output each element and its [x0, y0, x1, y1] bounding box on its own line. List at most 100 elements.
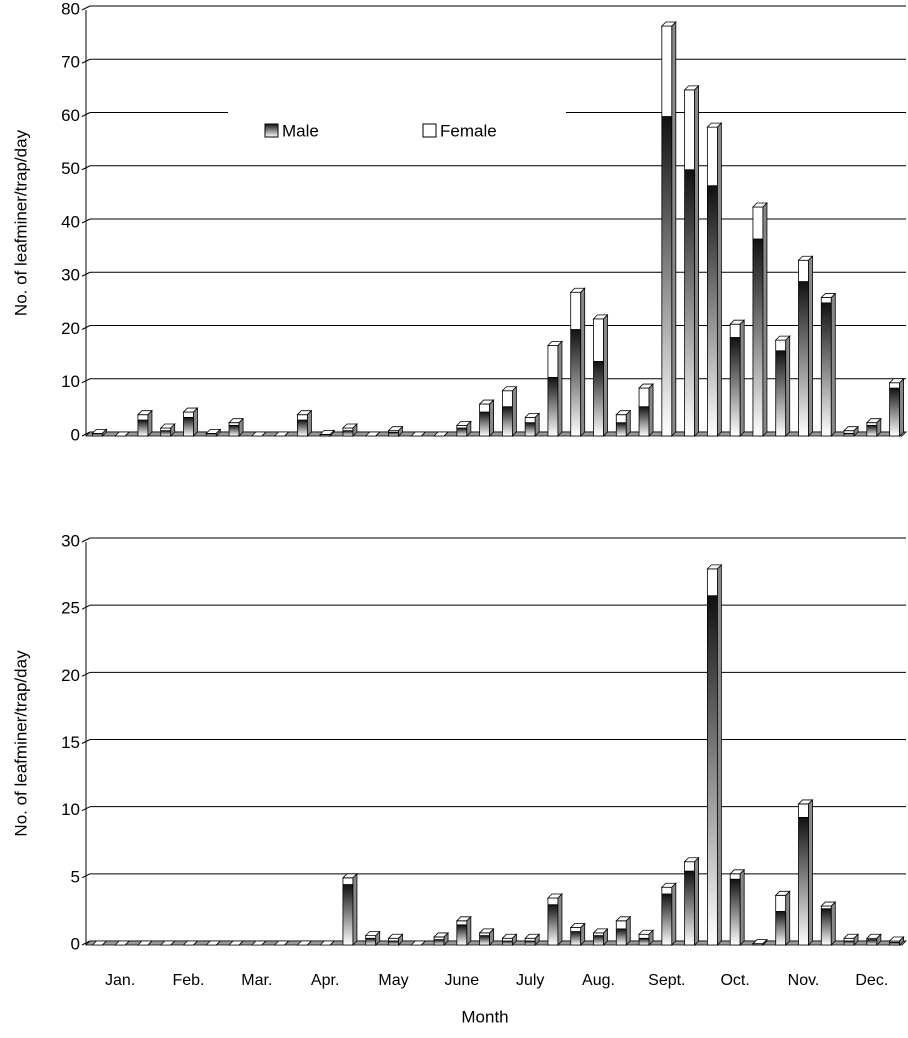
tick-mark: [81, 940, 91, 946]
bar-segment: [524, 422, 536, 437]
bar-segment: [684, 89, 696, 171]
bar-side: [716, 563, 722, 946]
bar-side: [808, 798, 813, 946]
bar-side: [375, 930, 381, 946]
bar-segment: [547, 377, 559, 437]
tick-mark: [81, 325, 91, 330]
x-tick-label: Mar.: [241, 972, 272, 989]
x-tick-label: Oct.: [720, 972, 749, 989]
y-tick-label: 70: [61, 53, 80, 72]
bar-segment: [820, 302, 832, 437]
bar-side: [284, 431, 289, 437]
bar-segment: [661, 116, 673, 437]
bar-side: [511, 385, 517, 437]
legend-swatch: [264, 123, 279, 138]
bar-side: [876, 417, 882, 437]
bar-segment: [706, 595, 718, 946]
bar-side: [694, 84, 700, 437]
y-tick-label: 0: [71, 425, 80, 444]
bar-segment: [752, 238, 764, 437]
bar-segment: [661, 893, 673, 946]
bar-side: [511, 933, 517, 946]
bar-segment: [775, 911, 787, 946]
bar-side: [147, 409, 153, 437]
bar-segment: [638, 933, 650, 939]
bar-side: [352, 423, 358, 437]
bar-side: [170, 423, 176, 437]
tick-mark: [81, 378, 91, 384]
bar-segment: [615, 422, 627, 437]
bar-segment: [615, 920, 627, 930]
bar-segment: [137, 419, 149, 437]
y-tick-label: 25: [61, 599, 80, 618]
bar-side: [352, 872, 358, 946]
bar-segment: [706, 126, 718, 187]
bar-segment: [889, 382, 901, 389]
tick-mark: [81, 806, 91, 812]
x-tick-label: May: [378, 972, 408, 989]
bar-segment: [433, 939, 445, 946]
x-tick-label: Apr.: [311, 972, 339, 989]
y-tick-label: 40: [61, 212, 80, 231]
floor: [85, 940, 907, 946]
bar-segment: [638, 937, 650, 946]
bar-segment: [160, 430, 172, 437]
bar-side: [534, 412, 540, 437]
tick-mark: [81, 5, 91, 11]
bar-side: [739, 319, 745, 437]
legend-label: Female: [440, 121, 497, 140]
bar-side: [238, 417, 244, 437]
x-tick-label: Nov.: [788, 972, 820, 989]
x-tick-label: Sept.: [648, 972, 685, 989]
tick-mark: [81, 604, 91, 610]
y-tick-label: 60: [61, 106, 80, 125]
tick-mark: [81, 537, 91, 543]
tick-mark: [81, 112, 91, 117]
bar-segment: [775, 339, 787, 352]
bar-side: [489, 927, 495, 946]
bar-side: [853, 425, 859, 437]
bar-side: [603, 927, 608, 946]
bar-segment: [820, 297, 832, 304]
bar-segment: [570, 291, 582, 330]
floor: [85, 431, 907, 437]
bar-segment: [661, 886, 673, 895]
bar-segment: [889, 387, 901, 437]
bar-side: [853, 933, 859, 946]
bar-segment: [638, 387, 650, 408]
bar-segment: [615, 928, 627, 946]
bar-segment: [729, 878, 741, 946]
bar-side: [443, 931, 449, 946]
x-tick-label: Feb.: [172, 972, 204, 989]
bar-segment: [684, 861, 696, 872]
bar-segment: [638, 406, 650, 437]
bar-side: [398, 933, 403, 946]
bar-segment: [820, 905, 832, 910]
bar-side: [876, 933, 882, 946]
bar-side: [557, 893, 563, 946]
bar-segment: [843, 940, 855, 946]
bar-segment: [798, 281, 809, 437]
x-tick-label: June: [444, 972, 479, 989]
bar-side: [625, 409, 631, 437]
bar-side: [762, 202, 768, 437]
bar-segment: [501, 937, 513, 942]
y-axis-title: No. of leafminer/trap/day: [11, 129, 30, 316]
bar-segment: [228, 424, 240, 437]
bar-segment: [729, 337, 741, 437]
x-tick-label: Aug.: [582, 972, 615, 989]
bar-segment: [570, 329, 582, 437]
bar-side: [329, 429, 335, 437]
bar-segment: [593, 318, 604, 362]
bar-side: [170, 940, 176, 946]
bar-segment: [729, 323, 741, 338]
bar-segment: [456, 924, 468, 946]
bar-segment: [388, 937, 399, 942]
x-axis-title: Month: [461, 1007, 508, 1026]
bar-side: [147, 940, 153, 946]
bar-segment: [706, 185, 718, 437]
bar-segment: [388, 940, 399, 946]
x-tick-label: Jan.: [105, 972, 135, 989]
bar-segment: [524, 937, 536, 942]
